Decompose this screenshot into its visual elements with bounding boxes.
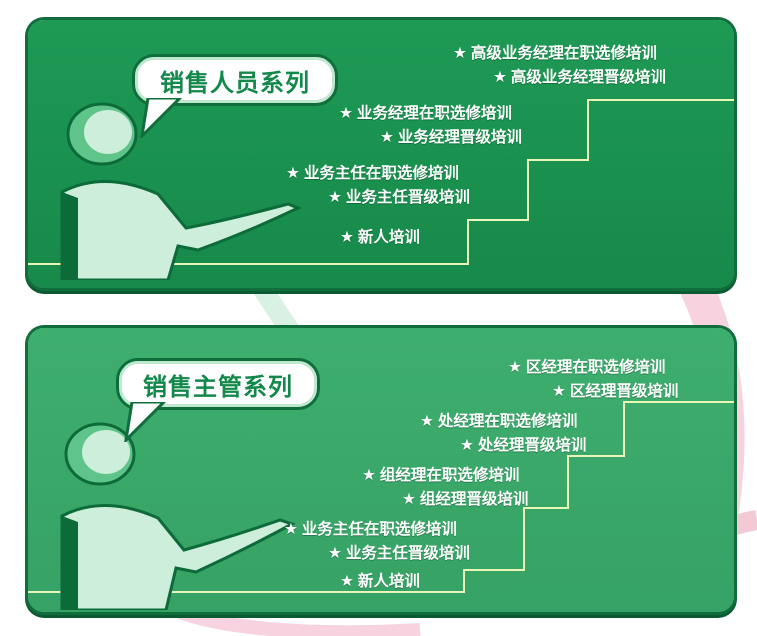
list-item: ★ 新人培训 — [340, 228, 420, 246]
list-item: ★ 业务经理晋级培训 — [380, 128, 522, 146]
star-icon: ★ — [508, 358, 522, 376]
list-item: ★ 区经理在职选修培训 — [508, 358, 666, 376]
presenter-figure — [60, 422, 296, 610]
list-item: ★ 业务主任在职选修培训 — [284, 520, 457, 538]
staircase-line — [28, 99, 734, 265]
sales-staff-title-bubble: 销售人员系列 — [132, 54, 338, 106]
list-item: ★ 处经理晋级培训 — [460, 436, 587, 454]
list-item: ★ 区经理晋级培训 — [552, 382, 679, 400]
sales-supervisor-panel: 销售主管系列 ★ 区经理在职选修培训 ★ 区经理晋级培训 ★ 处经理在职选修培训 ★ 处… — [28, 328, 734, 612]
list-item: ★ 业务主任晋级培训 — [328, 544, 470, 562]
list-item: ★ 新人培训 — [340, 572, 420, 590]
star-icon: ★ — [552, 382, 566, 400]
star-icon: ★ — [340, 228, 354, 246]
list-item: ★ 高级业务经理晋级培训 — [493, 68, 666, 86]
list-item: ★ 业务经理在职选修培训 — [339, 104, 512, 122]
star-icon: ★ — [362, 466, 376, 484]
bubble-tail — [124, 402, 167, 442]
list-item: ★ 组经理在职选修培训 — [362, 466, 520, 484]
sales-staff-panel: 销售人员系列 ★ 高级业务经理在职选修培训 ★ 高级业务经理晋级培训 ★ 业务经理在职… — [28, 20, 734, 288]
bubble-tail — [140, 98, 183, 138]
star-icon: ★ — [328, 544, 342, 562]
list-item: ★ 高级业务经理在职选修培训 — [453, 44, 657, 62]
star-icon: ★ — [284, 520, 298, 538]
list-item: ★ 业务主任在职选修培训 — [286, 164, 459, 182]
sales-supervisor-title-bubble: 销售主管系列 — [116, 358, 320, 410]
list-item: ★ 处经理在职选修培训 — [420, 412, 578, 430]
star-icon: ★ — [286, 164, 300, 182]
presenter-figure — [60, 102, 302, 280]
star-icon: ★ — [340, 572, 354, 590]
star-icon: ★ — [328, 188, 342, 206]
panel-title: 销售主管系列 — [143, 372, 293, 401]
star-icon: ★ — [453, 44, 467, 62]
star-icon: ★ — [380, 128, 394, 146]
staircase-line — [28, 401, 734, 593]
star-icon: ★ — [339, 104, 353, 122]
list-item: ★ 业务主任晋级培训 — [328, 188, 470, 206]
star-icon: ★ — [420, 412, 434, 430]
panel-title: 销售人员系列 — [160, 68, 310, 97]
star-icon: ★ — [460, 436, 474, 454]
star-icon: ★ — [493, 68, 507, 86]
list-item: ★ 组经理晋级培训 — [402, 490, 529, 508]
star-icon: ★ — [402, 490, 416, 508]
